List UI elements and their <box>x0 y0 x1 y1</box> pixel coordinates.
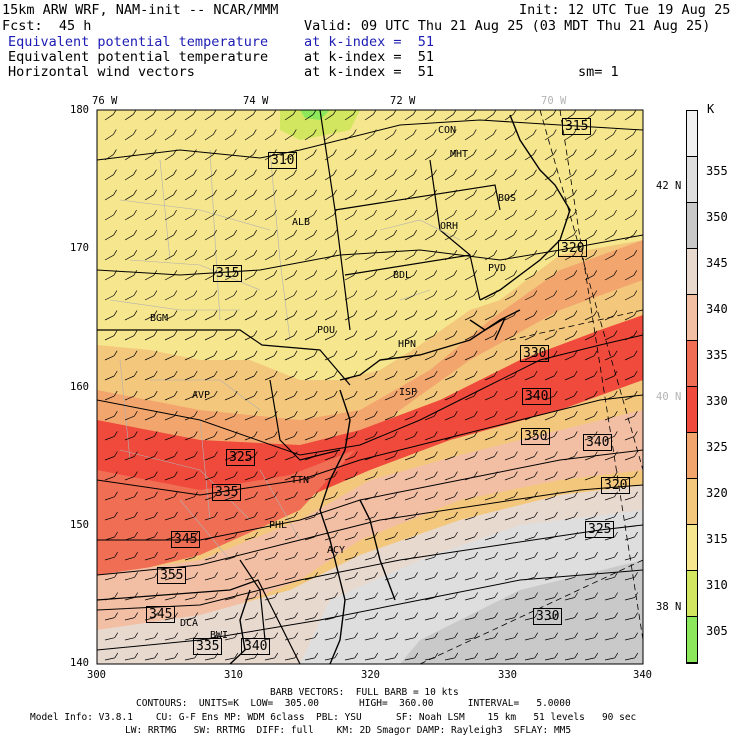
contour-label: 345 <box>171 531 201 548</box>
lat-label-42n: 42 N <box>656 180 682 192</box>
x-tick-320: 320 <box>361 669 380 681</box>
contour-info: CONTOURS: UNITS=K LOW= 305.00 HIGH= 360.… <box>136 698 571 709</box>
contour-label: 335 <box>193 638 223 655</box>
colorbar-label: 305 <box>706 624 728 638</box>
station-bos: BOS <box>498 193 517 204</box>
contour-label: 325 <box>226 449 256 466</box>
colorbar-segment <box>687 479 697 525</box>
station-mht: MHT <box>450 149 469 160</box>
colorbar-segment <box>687 157 697 203</box>
station-alb: ALB <box>292 217 311 228</box>
lon-label-72w: 72 W <box>390 95 416 107</box>
theta-e-shading <box>97 110 643 664</box>
station-pou: POU <box>317 325 336 336</box>
colorbar-segment <box>687 249 697 295</box>
station-pvd: PVD <box>488 263 507 274</box>
contour-label: 340 <box>583 434 613 451</box>
field-3-name: Horizontal wind vectors <box>8 64 195 80</box>
station-avp: AVP <box>192 390 211 401</box>
colorbar-label: 315 <box>706 532 728 546</box>
colorbar-label: 340 <box>706 302 728 316</box>
contour-label: 330 <box>533 608 563 625</box>
colorbar-segment <box>687 617 697 663</box>
lat-label-38n: 38 N <box>656 601 682 613</box>
colorbar-label: 350 <box>706 210 728 224</box>
forecast-hour: Fcst: 45 h <box>2 18 92 34</box>
init-time: Init: 12 UTC Tue 19 Aug 25 <box>519 2 731 18</box>
contour-label: 315 <box>562 118 592 135</box>
model-title: 15km ARW WRF, NAM-init -- NCAR/MMM <box>2 2 279 18</box>
colorbar <box>686 110 698 664</box>
field-1-level: at k-index = 51 <box>304 34 435 50</box>
colorbar-label: 330 <box>706 394 728 408</box>
colorbar-label: 325 <box>706 440 728 454</box>
colorbar-label: 345 <box>706 256 728 270</box>
contour-label: 325 <box>585 521 615 538</box>
valid-time: Valid: 09 UTC Thu 21 Aug 25 (03 MDT Thu … <box>304 18 711 34</box>
station-ttn: TTN <box>291 475 310 486</box>
colorbar-label: 320 <box>706 486 728 500</box>
station-acy: ACY <box>327 545 346 556</box>
colorbar-segment <box>687 111 697 157</box>
colorbar-segment <box>687 387 697 433</box>
contour-label: 320 <box>558 240 588 257</box>
wind-barbs <box>104 110 639 661</box>
station-bwi: BWI <box>210 630 229 641</box>
contour-label: 340 <box>522 388 552 405</box>
colorbar-segment <box>687 295 697 341</box>
colorbar-segment <box>687 571 697 617</box>
contour-label: 310 <box>268 152 298 169</box>
field-1-name: Equivalent potential temperature <box>8 34 269 50</box>
station-bdl: BDL <box>393 270 412 281</box>
y-tick-160: 160 <box>70 381 89 393</box>
smoothing-value: sm= 1 <box>578 64 619 80</box>
contour-label: 340 <box>241 638 271 655</box>
station-bgm: BGM <box>150 313 169 324</box>
x-tick-330: 330 <box>498 669 517 681</box>
station-con: CON <box>438 125 457 136</box>
y-tick-180: 180 <box>70 104 89 116</box>
contour-label: 335 <box>212 484 242 501</box>
x-tick-300: 300 <box>87 669 106 681</box>
y-tick-170: 170 <box>70 242 89 254</box>
lon-label-70w: 70 W <box>541 95 567 107</box>
model-info-2: LW: RRTMG SW: RRTMG DIFF: full KM: 2D Sm… <box>125 725 572 736</box>
contour-label: 350 <box>521 428 551 445</box>
colorbar-segment <box>687 203 697 249</box>
station-isp: ISP <box>399 387 418 398</box>
station-orh: ORH <box>440 221 459 232</box>
y-tick-140: 140 <box>70 657 89 669</box>
barb-legend: BARB VECTORS: FULL BARB = 10 kts <box>270 687 459 698</box>
colorbar-segment <box>687 433 697 479</box>
x-tick-340: 340 <box>633 669 652 681</box>
model-info-1: Model Info: V3.8.1 CU: G-F Ens MP: WDM 6… <box>30 712 637 723</box>
station-phl: PHL <box>269 520 288 531</box>
station-hpn: HPN <box>398 339 417 350</box>
lat-label-40n: 40 N <box>656 391 682 403</box>
contour-label: 330 <box>520 345 550 362</box>
contour-label: 320 <box>601 477 631 494</box>
colorbar-label: 310 <box>706 578 728 592</box>
lon-label-76w: 76 W <box>92 95 118 107</box>
field-3-level: at k-index = 51 <box>304 64 435 80</box>
x-tick-310: 310 <box>224 669 243 681</box>
colorbar-segment <box>687 341 697 387</box>
station-dca: DCA <box>180 618 199 629</box>
field-2-level: at k-index = 51 <box>304 49 435 65</box>
colorbar-unit: K <box>707 102 715 116</box>
y-tick-150: 150 <box>70 519 89 531</box>
contour-label: 355 <box>157 567 187 584</box>
colorbar-segment <box>687 525 697 571</box>
contour-label: 345 <box>146 606 176 623</box>
lon-label-74w: 74 W <box>243 95 269 107</box>
colorbar-label: 335 <box>706 348 728 362</box>
field-2-name: Equivalent potential temperature <box>8 49 269 65</box>
contour-label: 315 <box>213 265 243 282</box>
colorbar-label: 355 <box>706 164 728 178</box>
